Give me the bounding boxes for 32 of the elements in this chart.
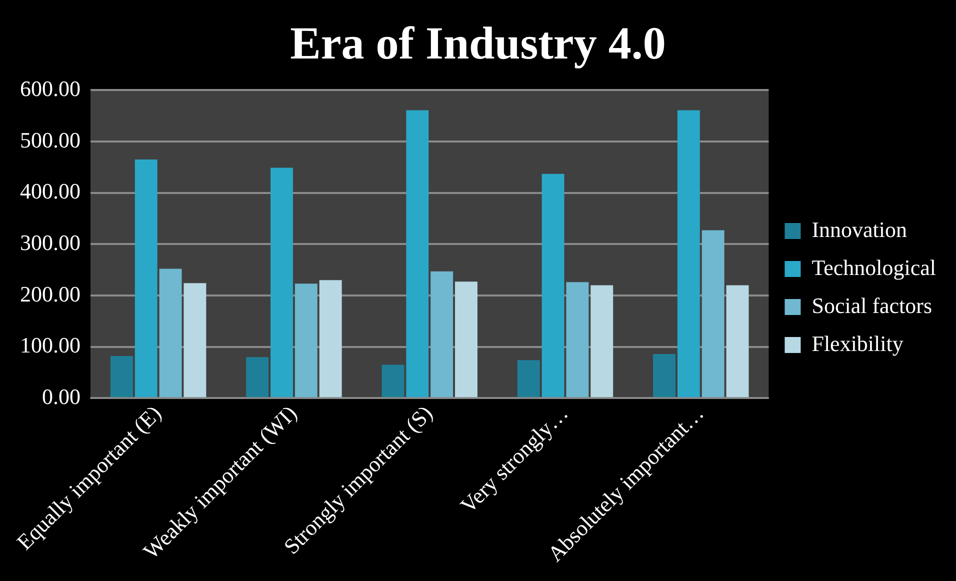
bar [653, 354, 676, 398]
y-tick-label: 600.00 [20, 76, 80, 101]
bar [159, 268, 182, 398]
bar [726, 285, 749, 398]
bar [430, 271, 454, 398]
bar [134, 159, 158, 398]
y-tick-label: 100.00 [20, 332, 80, 358]
y-tick-label: 400.00 [20, 178, 80, 204]
y-tick-label: 0.00 [42, 384, 80, 409]
bar [702, 230, 724, 398]
bar [294, 284, 318, 398]
bar [454, 282, 478, 398]
legend-label: Social factors [812, 292, 932, 318]
bar [566, 282, 589, 398]
legend-label: Flexibility [812, 330, 904, 356]
bar [270, 168, 293, 398]
bar [406, 110, 429, 398]
bar [517, 360, 540, 398]
y-tick-label: 200.00 [20, 281, 80, 306]
bar [319, 280, 342, 398]
y-tick-label: 500.00 [20, 127, 80, 152]
bar [542, 174, 564, 398]
y-tick-label: 300.00 [20, 230, 80, 255]
bar [246, 357, 269, 398]
bar [382, 364, 404, 398]
bar [590, 285, 614, 398]
chart-title: Era of Industry 4.0 [290, 17, 666, 68]
bar [110, 356, 133, 398]
legend-label: Innovation [812, 216, 908, 242]
bar [184, 283, 206, 398]
legend-label: Technological [812, 254, 936, 280]
bar [677, 110, 700, 398]
